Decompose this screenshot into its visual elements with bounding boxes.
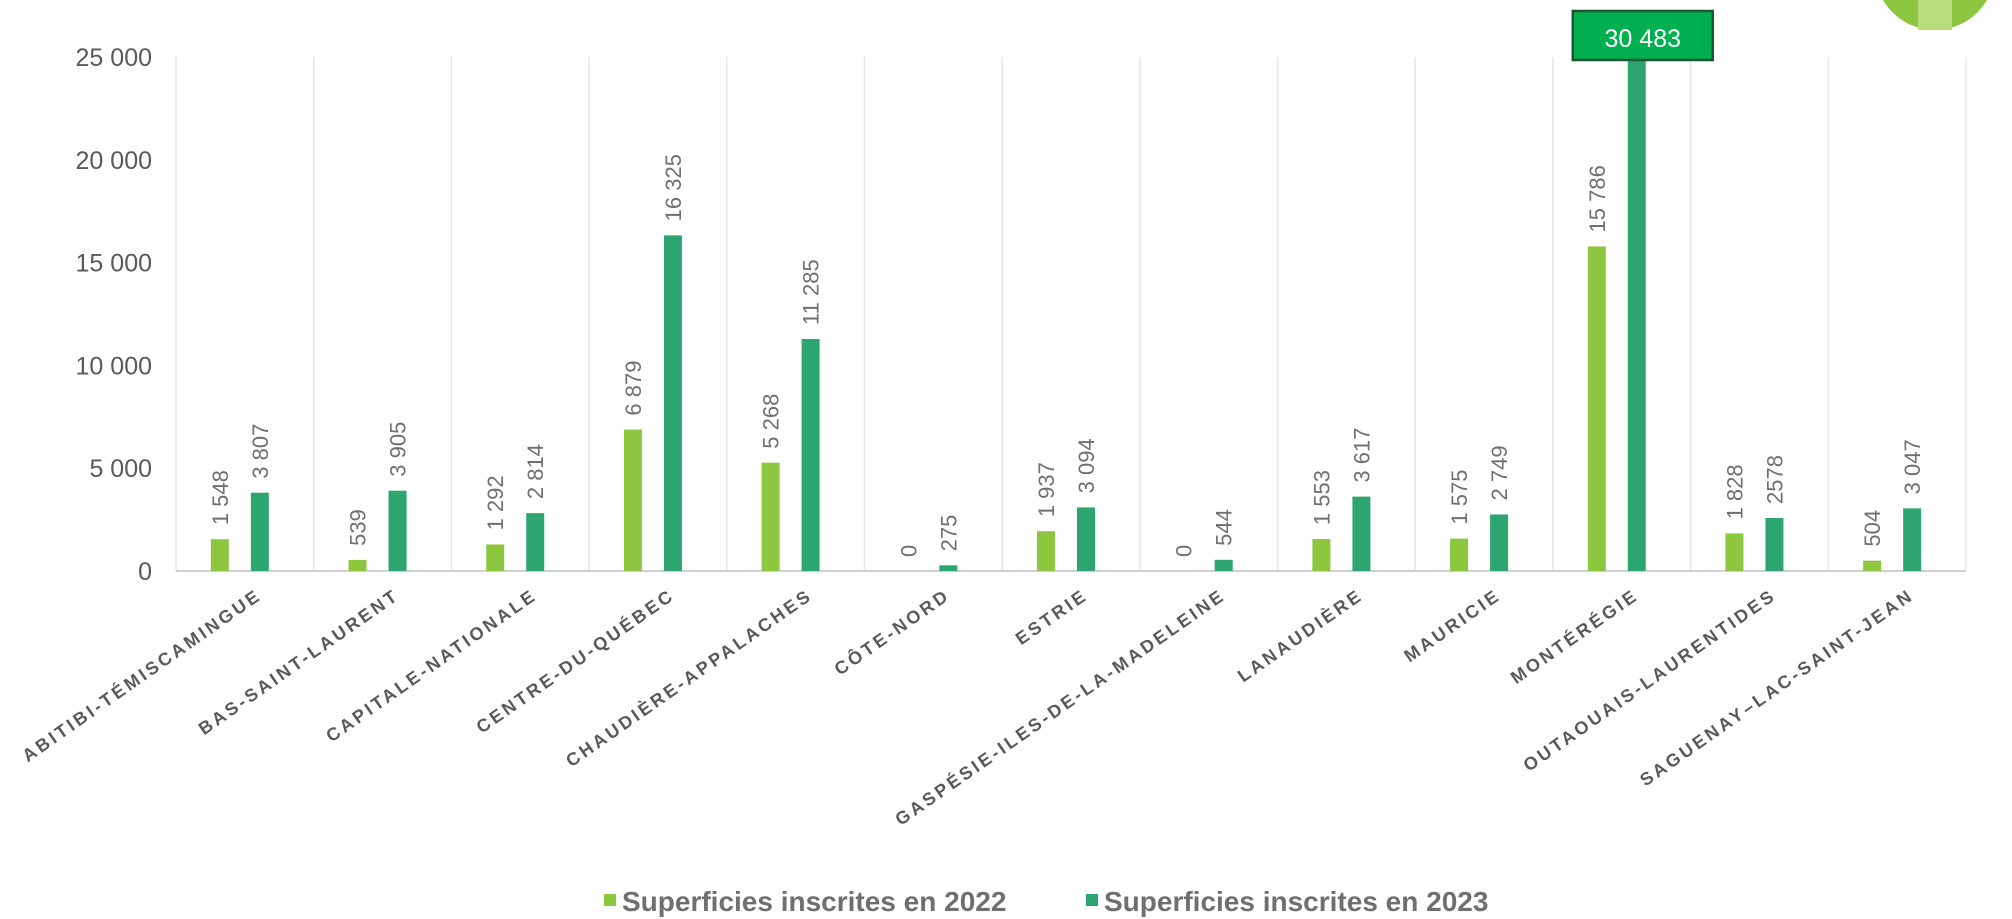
data-label: 3 094 — [1074, 438, 1099, 493]
bar — [1765, 517, 1784, 571]
bar — [1077, 507, 1095, 571]
data-label: 11 285 — [799, 259, 824, 325]
bar — [801, 338, 820, 571]
data-label: 1 553 — [1309, 470, 1334, 525]
data-label: 1 292 — [483, 475, 508, 530]
bars — [210, 44, 1922, 572]
legend: Superficies inscrites en 2022 Superficies… — [604, 886, 1488, 917]
data-label: 6 879 — [621, 361, 646, 416]
x-tick-label: SAGUENAY–LAC-SAINT-JEAN — [1636, 585, 1917, 790]
y-tick-label: 20 000 — [76, 147, 152, 175]
x-axis: ABITIBI-TÉMISCAMINGUEBAS-SAINT-LAURENTCA… — [18, 584, 1917, 830]
bar — [486, 544, 505, 571]
x-tick-label: LANAUDIÈRE — [1233, 584, 1366, 686]
bar — [1037, 531, 1055, 571]
data-label: 2 814 — [523, 444, 548, 499]
data-label: 1 548 — [208, 470, 233, 525]
legend-label: Superficies inscrites en 2022 — [622, 886, 1006, 917]
bar — [1352, 496, 1371, 571]
bar — [1863, 560, 1882, 571]
data-label: 2 749 — [1487, 445, 1512, 500]
bar — [1725, 533, 1744, 571]
bar — [1627, 44, 1646, 571]
legend-swatch — [1086, 894, 1098, 906]
data-label: 1 828 — [1722, 464, 1747, 519]
bar — [1450, 538, 1469, 571]
data-label: 275 — [936, 515, 961, 552]
bar — [1490, 514, 1509, 571]
bar — [1903, 508, 1922, 571]
data-label: 3 047 — [1900, 439, 1925, 494]
bar — [250, 492, 269, 571]
data-label: 539 — [346, 509, 371, 546]
gridlines — [175, 57, 1967, 572]
logo-decoration — [1883, 0, 1987, 30]
x-tick-label: ESTRIE — [1012, 585, 1091, 649]
y-tick-label: 15 000 — [76, 250, 152, 278]
data-labels: 1 548 539 1 292 6 879 5 268 0 1 937 0 1 553 1 575… — [208, 154, 1925, 557]
y-tick-label: 0 — [138, 558, 152, 586]
data-label: 16 325 — [661, 154, 686, 221]
x-tick-label: CAPITALE-NATIONALE — [322, 585, 540, 746]
data-label: 15 786 — [1585, 165, 1610, 232]
x-tick-label: CÔTE-NORD — [830, 584, 953, 679]
bar — [1312, 539, 1331, 571]
data-label: 3 905 — [386, 422, 411, 477]
x-tick-label: CHAUDIÈRE-APPALACHES — [562, 584, 816, 771]
bar — [939, 565, 958, 571]
y-tick-label: 10 000 — [76, 352, 152, 380]
callout-label: 30 483 — [1605, 25, 1681, 53]
y-tick-label: 25 000 — [76, 44, 152, 72]
data-label: 0 — [896, 545, 921, 557]
bar — [623, 429, 642, 571]
legend-label: Superficies inscrites en 2023 — [1104, 886, 1488, 917]
value-callout: 30 483 — [1571, 9, 1715, 62]
data-label: 2578 — [1762, 455, 1787, 504]
bar — [1587, 246, 1606, 572]
data-label: 544 — [1212, 509, 1237, 546]
data-label: 3 617 — [1349, 428, 1374, 483]
bar — [210, 539, 229, 571]
data-label: 3 807 — [248, 424, 273, 479]
x-tick-label: OUTAOUAIS-LAURENTIDES — [1520, 585, 1780, 776]
x-tick-label: ABITIBI-TÉMISCAMINGUE — [18, 584, 265, 766]
y-axis: 0 5 000 10 000 15 000 20 000 25 000 — [76, 44, 152, 586]
bar — [663, 235, 682, 571]
bar — [526, 513, 545, 571]
data-label: 1 937 — [1034, 462, 1059, 517]
data-label: 5 268 — [759, 394, 784, 449]
legend-swatch — [604, 894, 616, 906]
data-label: 1 575 — [1447, 470, 1472, 525]
y-tick-label: 5 000 — [89, 455, 152, 483]
x-tick-label: MONTÉRÉGIE — [1506, 584, 1642, 688]
data-label: 504 — [1860, 510, 1885, 547]
bar — [1214, 559, 1233, 571]
x-tick-label: MAURICIE — [1400, 585, 1504, 666]
bar — [388, 490, 407, 571]
callout-box — [1571, 9, 1715, 62]
data-label: 0 — [1172, 545, 1197, 557]
bar — [348, 559, 367, 571]
bar — [761, 462, 780, 571]
